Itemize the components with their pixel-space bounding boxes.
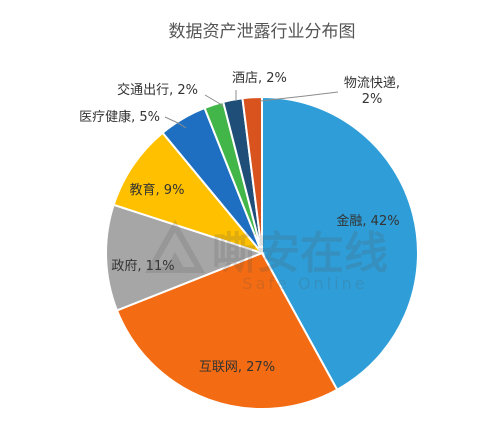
data-label-医疗健康: 医疗健康, 5% (79, 109, 160, 125)
data-label-金融: 金融, 42% (336, 213, 399, 229)
leader-line-医疗健康 (164, 116, 187, 129)
data-label-物流快递: 物流快递, 2% (344, 76, 400, 107)
pie-slice-教育 (112, 131, 265, 256)
data-label-交通出行: 交通出行, 2% (117, 82, 198, 98)
chart-title: 数据资产泄露行业分布图 (169, 22, 356, 42)
watermark-sub-text: Safe Online (242, 274, 367, 293)
leader-line-交通出行 (204, 94, 223, 107)
pie-slice-互联网 (115, 251, 339, 410)
pie-slices (104, 95, 419, 410)
pie-slice-金融 (261, 95, 419, 392)
data-label-教育: 教育, 9% (130, 182, 185, 198)
data-label-政府: 政府, 11% (111, 259, 174, 274)
leader-line-物流快递 (259, 91, 339, 102)
pie-slice-政府 (104, 203, 265, 312)
data-label-酒店: 酒店, 2% (232, 71, 287, 86)
watermark-logo-text: 嘶安在线 (212, 228, 388, 279)
data-label-互联网: 互联网, 27% (199, 360, 275, 375)
data-labels: 金融, 42% 互联网, 27% 政府, 11% 教育, 9% 医疗健康, 5% 交通出行… (79, 71, 400, 375)
pie-slice-物流快递 (241, 95, 263, 254)
leader-lines (164, 90, 339, 129)
